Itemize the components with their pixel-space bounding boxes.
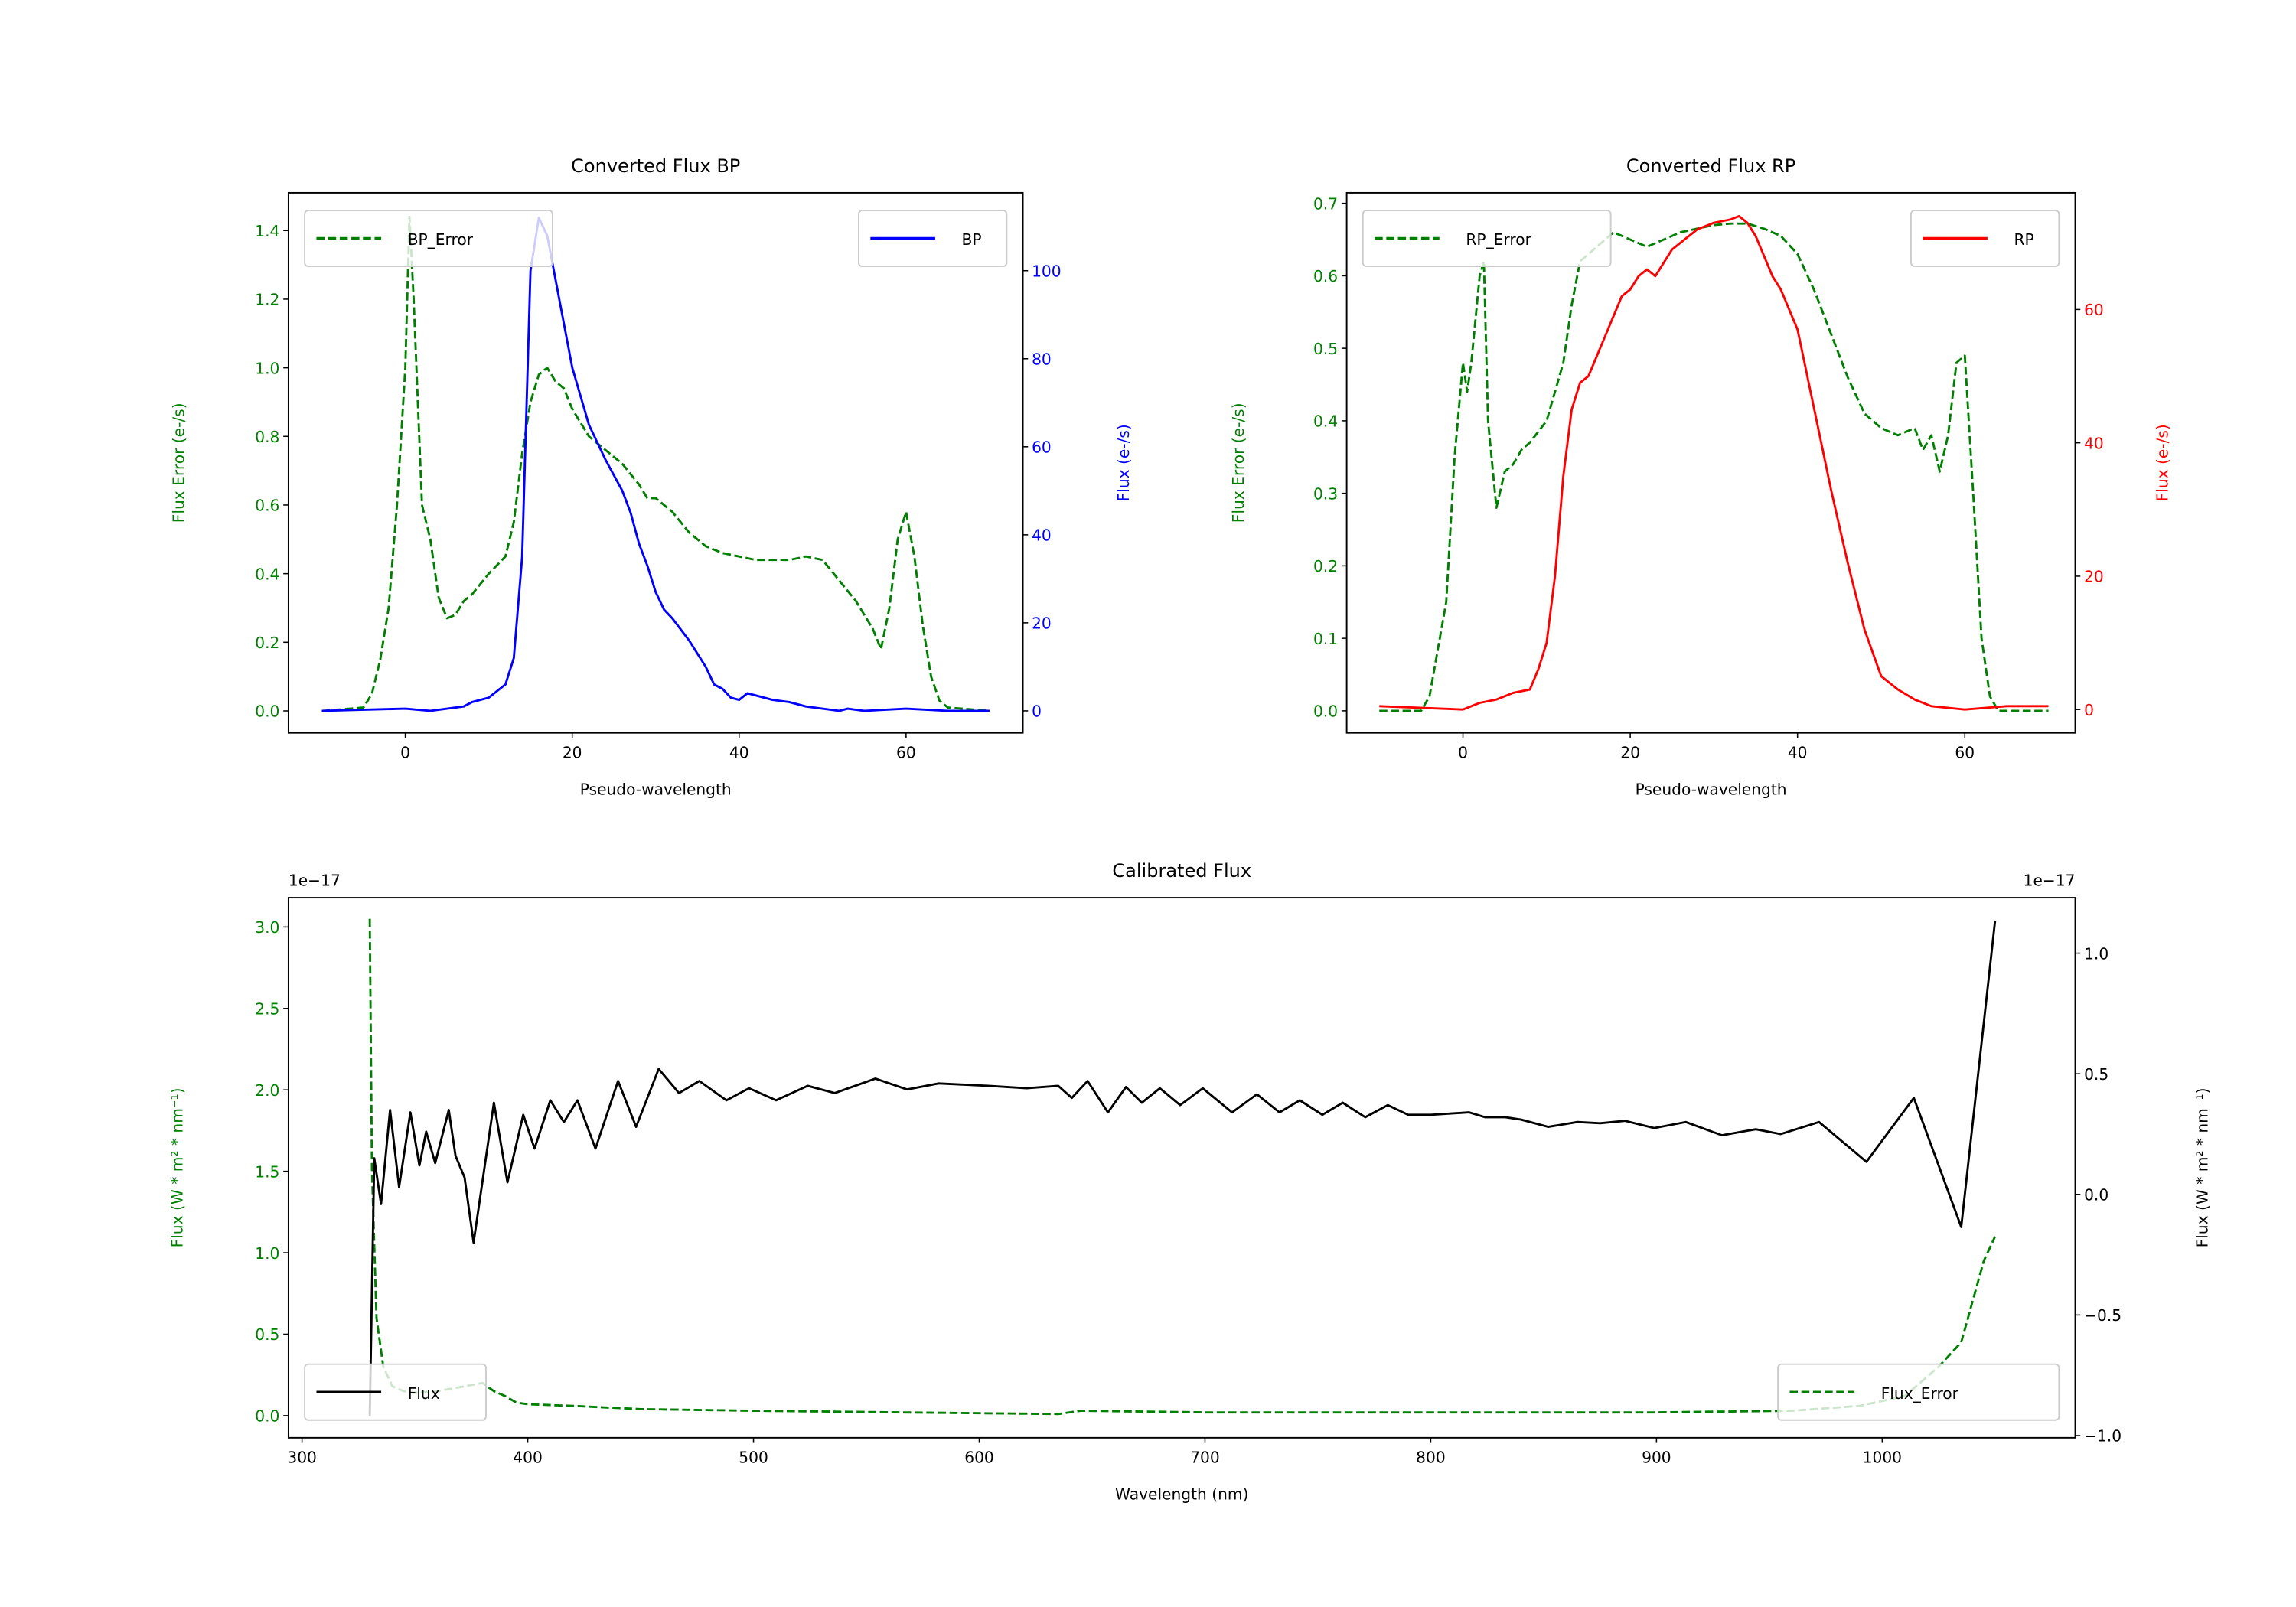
legend-bp-error: BP_Error xyxy=(304,210,553,268)
left-y-axis-label: Flux Error (e-/s) xyxy=(1229,403,1247,523)
left-y-tick-label: 0.5 xyxy=(255,1325,279,1344)
legend-flux: Flux xyxy=(304,1363,487,1421)
left-y-tick-label: 1.0 xyxy=(255,1244,279,1263)
legend-label: Flux_Error xyxy=(1881,1384,1959,1403)
x-tick-label: 60 xyxy=(1955,743,1975,761)
left-y-tick-label: 0.2 xyxy=(1313,557,1338,575)
left-y-axis-label: Flux (W * m² * nm⁻¹) xyxy=(168,1088,186,1248)
right-y-tick-label: 0.0 xyxy=(2084,1185,2108,1204)
legend-box xyxy=(304,1363,487,1421)
left-y-tick-label: 0.0 xyxy=(255,1407,279,1426)
legend-label: RP xyxy=(2014,230,2034,249)
x-tick-label: 600 xyxy=(964,1449,994,1467)
legend-label: BP_Error xyxy=(408,230,474,249)
series-line-flux xyxy=(368,920,1997,1416)
x-axis-label: Pseudo-wavelength xyxy=(1636,780,1787,798)
left-y-tick-label: 0.0 xyxy=(1313,702,1338,721)
right-y-tick-label: 100 xyxy=(1032,262,1062,280)
axes-frame xyxy=(287,191,1024,734)
legend-label: BP xyxy=(962,230,982,249)
chart-title: Calibrated Flux xyxy=(1112,860,1251,882)
series-line-bp-error xyxy=(321,215,990,712)
left-y-tick-label: 2.5 xyxy=(255,999,279,1018)
left-y-tick-label: 0.0 xyxy=(255,702,279,721)
left-y-tick-label: 0.6 xyxy=(1313,267,1338,285)
right-y-tick-label: 0 xyxy=(2084,701,2094,719)
x-tick-label: 20 xyxy=(563,743,582,761)
right-y-tick-label: 60 xyxy=(2084,301,2104,319)
chart-title: Converted Flux BP xyxy=(571,155,740,177)
x-tick-label: 0 xyxy=(1458,743,1468,761)
left-y-tick-label: 1.5 xyxy=(255,1162,279,1181)
axes-frame xyxy=(1345,191,2076,734)
left-y-tick-label: 0.1 xyxy=(1313,630,1338,648)
x-axis-label: Wavelength (nm) xyxy=(1115,1485,1248,1504)
legend-box xyxy=(1362,210,1612,268)
legend-box xyxy=(304,210,553,268)
left-y-tick-label: 1.2 xyxy=(255,291,279,309)
left-y-tick-label: 2.0 xyxy=(255,1081,279,1100)
axes-frame xyxy=(287,897,2076,1439)
legend-rp: RP xyxy=(1910,210,2060,268)
series-line-bp xyxy=(321,217,990,712)
right-y-tick-label: 20 xyxy=(2084,568,2104,586)
right-y-axis-label: Flux (W * m² * nm⁻¹) xyxy=(2193,1088,2212,1248)
right-y-axis-label: Flux (e-/s) xyxy=(1114,424,1133,501)
right-y-tick-label: 1.0 xyxy=(2084,944,2108,963)
left-y-tick-label: 0.7 xyxy=(1313,194,1338,213)
x-tick-label: 800 xyxy=(1416,1449,1446,1467)
legend-flux-error: Flux_Error xyxy=(1777,1363,2060,1421)
x-tick-label: 40 xyxy=(729,743,749,761)
chart-1: 0 20 40 60 0.0 0.1 0.2 0.3 0.4 0.5 0.6 0.7 Flux Erro… xyxy=(1229,155,2172,798)
x-axis-label: Pseudo-wavelength xyxy=(580,780,732,798)
left-y-tick-label: 0.5 xyxy=(1313,340,1338,358)
right-y-tick-label: 80 xyxy=(1032,350,1052,368)
x-tick-label: 0 xyxy=(400,743,410,761)
legend-label: Flux xyxy=(408,1384,440,1403)
x-tick-label: 300 xyxy=(287,1449,317,1467)
right-y-tick-label: 0 xyxy=(1032,702,1042,721)
right-y-tick-label: 40 xyxy=(1032,526,1052,545)
right-y-tick-label: −1.0 xyxy=(2084,1427,2122,1446)
right-offset-text: 1e−17 xyxy=(2024,872,2076,890)
legend-box xyxy=(1777,1363,2060,1421)
x-tick-label: 1000 xyxy=(1863,1449,1902,1467)
legend-bp: BP xyxy=(857,210,1008,268)
x-tick-label: 60 xyxy=(896,743,916,761)
left-y-tick-label: 1.0 xyxy=(255,359,279,377)
series-line-rp-error xyxy=(1379,222,2049,712)
left-y-tick-label: 0.3 xyxy=(1313,484,1338,503)
left-y-tick-label: 3.0 xyxy=(255,918,279,937)
right-y-tick-label: −0.5 xyxy=(2084,1306,2122,1325)
legend-label: RP_Error xyxy=(1466,230,1531,249)
x-tick-label: 700 xyxy=(1190,1449,1220,1467)
x-tick-label: 500 xyxy=(739,1449,768,1467)
chart-title: Converted Flux RP xyxy=(1626,155,1795,177)
x-tick-label: 400 xyxy=(513,1449,543,1467)
left-y-tick-label: 1.4 xyxy=(255,222,279,240)
right-y-tick-label: 40 xyxy=(2084,434,2104,452)
left-y-tick-label: 0.8 xyxy=(255,428,279,446)
x-tick-label: 40 xyxy=(1788,743,1808,761)
left-offset-text: 1e−17 xyxy=(289,872,341,890)
right-y-axis-label: Flux (e-/s) xyxy=(2154,424,2172,501)
x-tick-label: 900 xyxy=(1642,1449,1671,1467)
chart-0: 0 20 40 60 0.0 0.2 0.4 0.6 0.8 1.0 1.2 1.4 Flux Erro… xyxy=(169,155,1133,798)
left-y-tick-label: 0.4 xyxy=(1313,412,1338,431)
left-y-tick-label: 0.2 xyxy=(255,634,279,652)
left-y-axis-label: Flux Error (e-/s) xyxy=(169,403,188,523)
legend-rp-error: RP_Error xyxy=(1362,210,1612,268)
series-line-rp xyxy=(1379,214,2049,711)
right-y-tick-label: 0.5 xyxy=(2084,1065,2108,1084)
chart-2: 300 400 500 600 700 800 900 1000 0.0 0.5 1.0 1.5 2.0… xyxy=(168,860,2211,1503)
x-tick-label: 20 xyxy=(1620,743,1640,761)
right-y-tick-label: 60 xyxy=(1032,438,1052,457)
left-y-tick-label: 0.6 xyxy=(255,497,279,515)
left-y-tick-label: 0.4 xyxy=(255,565,279,583)
right-y-tick-label: 20 xyxy=(1032,614,1052,633)
